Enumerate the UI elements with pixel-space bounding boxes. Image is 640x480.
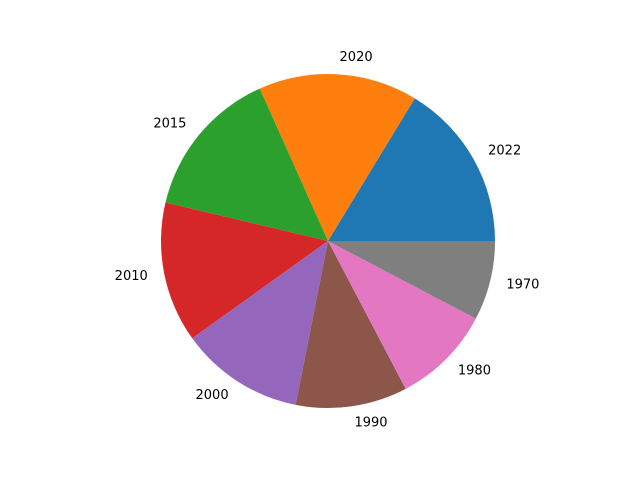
pie-label-2000: 2000 — [196, 388, 229, 403]
pie-slice-2000 — [192, 241, 328, 405]
pie-label-1980: 1980 — [458, 363, 491, 378]
pie-label-2010: 2010 — [115, 269, 148, 284]
pie-label-2015: 2015 — [153, 116, 186, 131]
pie-slice-1990 — [295, 241, 406, 408]
pie-slice-2020 — [259, 74, 415, 242]
pie-slice-2015 — [165, 88, 328, 241]
pie-label-2020: 2020 — [340, 50, 373, 65]
pie-slice-1980 — [328, 241, 476, 389]
pie-slice-2022 — [328, 98, 495, 242]
pie-label-2022: 2022 — [488, 143, 521, 158]
pie-slices — [161, 74, 495, 408]
pie-slice-1970 — [328, 241, 495, 319]
pie-label-1970: 1970 — [506, 278, 539, 293]
pie-labels: 2022 2020 2015 2010 2000 1990 1980 1970 — [115, 50, 540, 430]
pie-label-1990: 1990 — [354, 415, 387, 430]
pie-slice-2010 — [161, 202, 328, 339]
